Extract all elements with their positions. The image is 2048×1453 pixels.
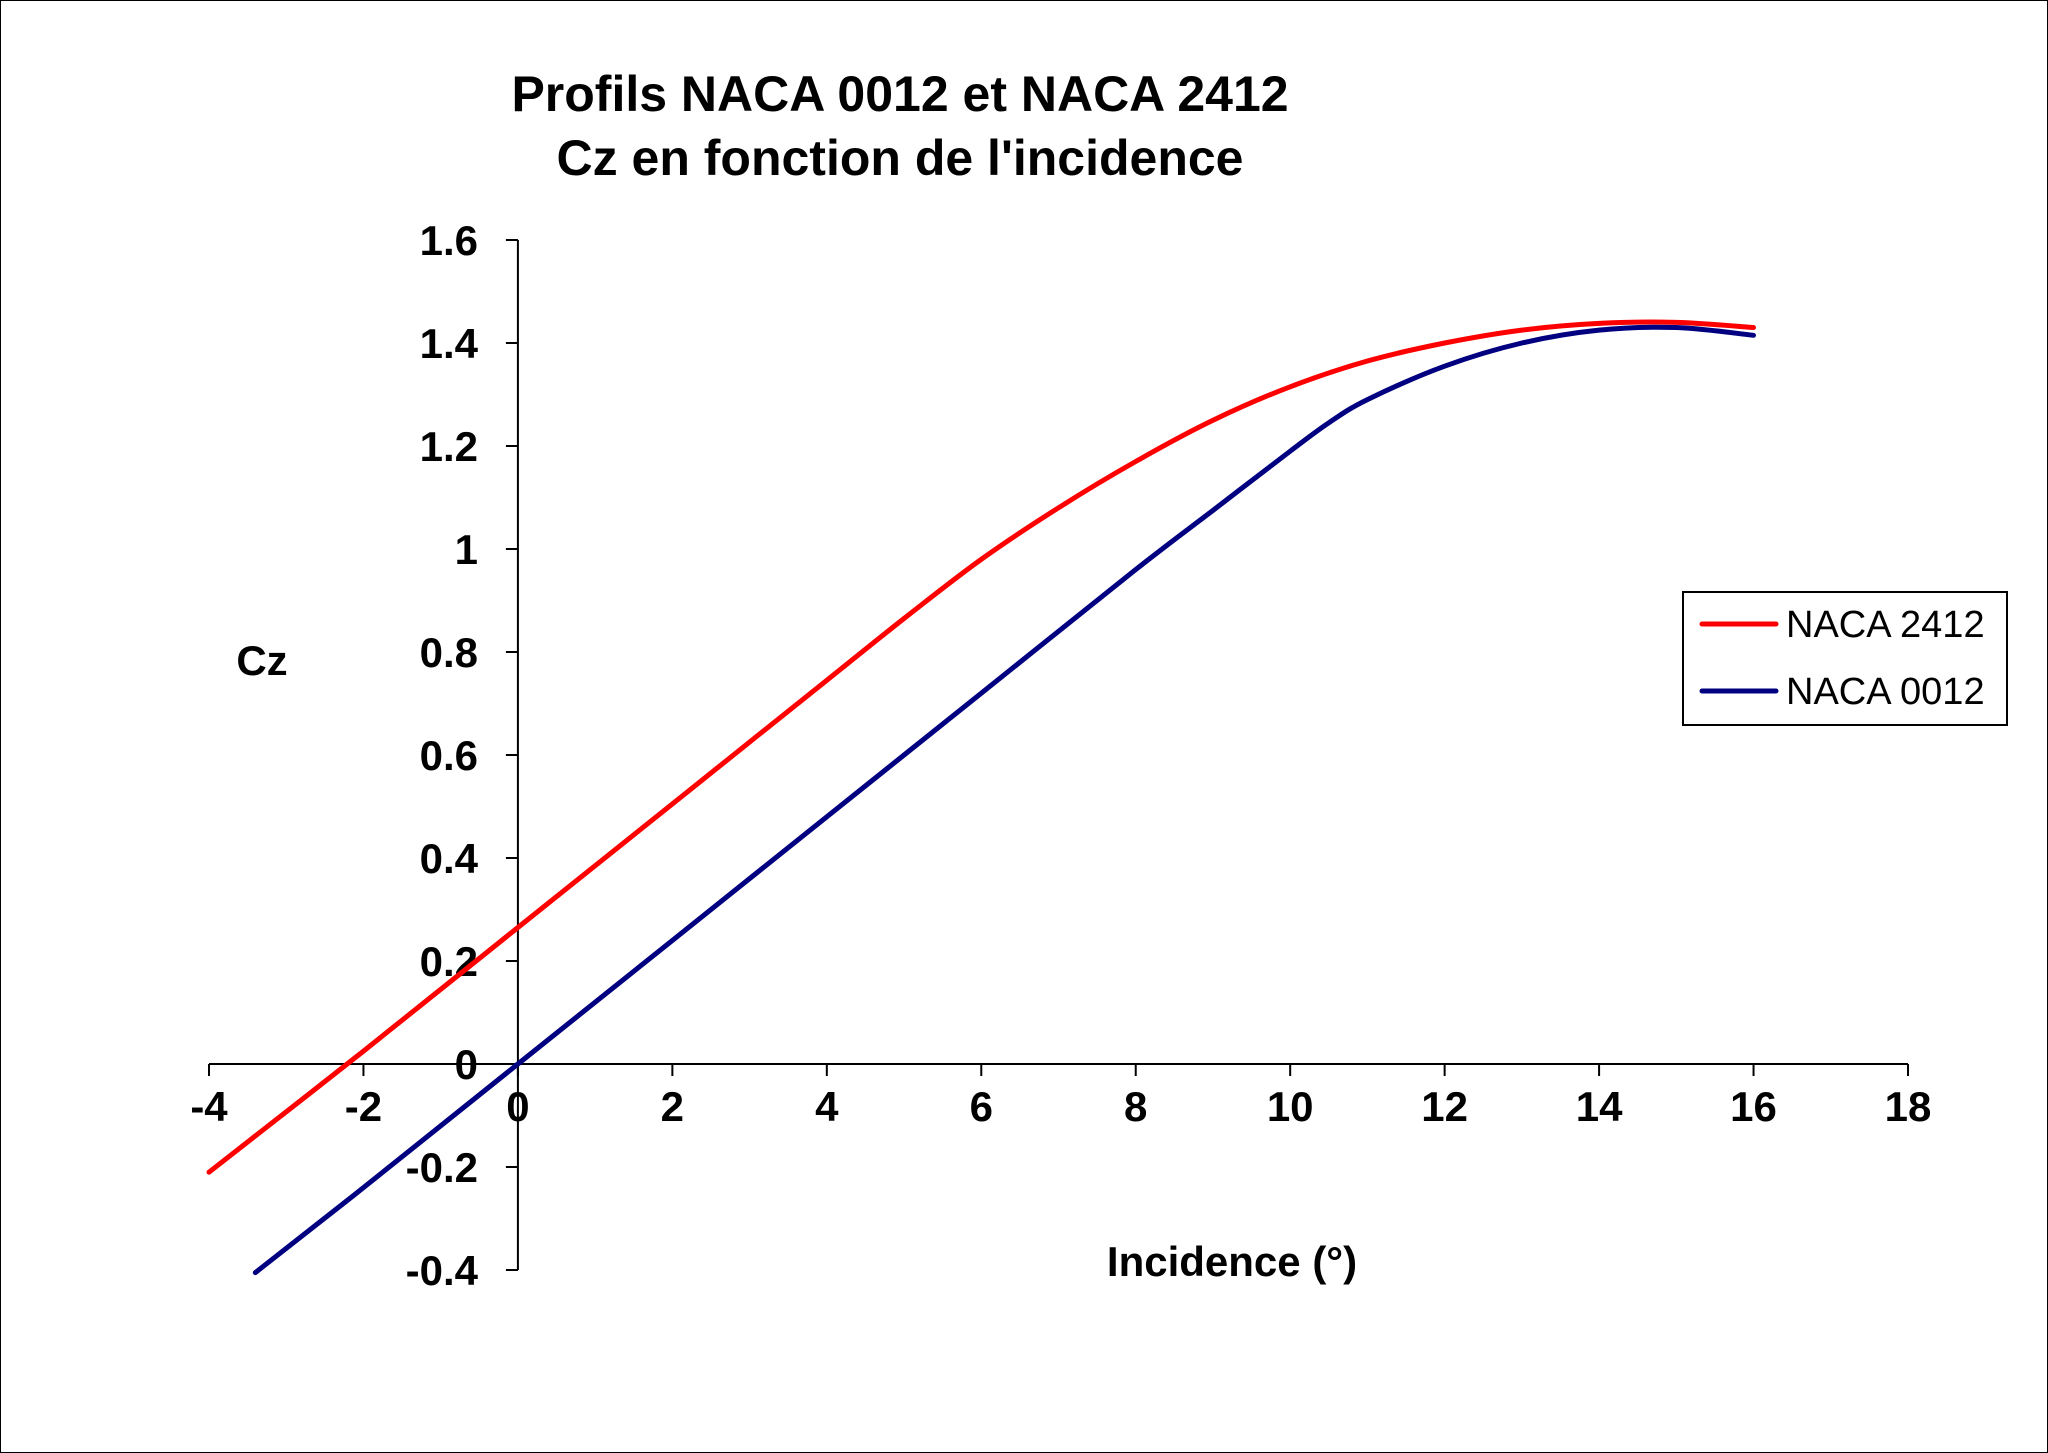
legend-label: NACA 0012: [1786, 671, 1985, 713]
legend-box: [1682, 591, 2008, 726]
legend: NACA 2412 NACA 0012: [1682, 591, 2008, 726]
x-tick-label: 6: [970, 1083, 993, 1130]
x-tick-label: 8: [1124, 1083, 1147, 1130]
y-tick-label: -0.4: [406, 1247, 479, 1294]
chart-subtitle: Cz en fonction de l'incidence: [557, 130, 1244, 186]
axes: [208, 239, 1909, 1271]
y-tick-labels: 1.6 1.4 1.2 1 0.8 0.6 0.4 0.2 0 -0.2 -0.4: [406, 217, 479, 1294]
x-tick-label: 18: [1885, 1083, 1932, 1130]
x-tick-label: 16: [1730, 1083, 1777, 1130]
x-tick-label: -2: [345, 1083, 382, 1130]
y-tick-label: -0.2: [406, 1144, 478, 1191]
series-line-naca-2412: [206, 319, 1756, 1175]
y-tick-label: 1.4: [420, 320, 479, 367]
x-tick-label: 14: [1576, 1083, 1623, 1130]
y-tick-label: 0.2: [420, 938, 478, 985]
series-line-naca-0012: [252, 324, 1756, 1276]
x-tick-label: -4: [190, 1083, 228, 1130]
x-axis-label: Incidence (°): [1107, 1238, 1357, 1285]
x-tick-label: 0: [506, 1083, 529, 1130]
y-tick-label: 1.6: [420, 217, 478, 264]
y-axis-label: Cz: [236, 637, 287, 684]
chart-title: Profils NACA 0012 et NACA 2412: [511, 66, 1288, 122]
y-tick-label: 0: [455, 1041, 478, 1088]
x-tick-labels: -4 -2 0 2 4 6 8 10 12 14 16 18: [190, 1083, 1931, 1130]
y-tick-label: 1: [455, 526, 478, 573]
x-tick-label: 12: [1421, 1083, 1468, 1130]
y-tick-label: 0.6: [420, 732, 478, 779]
x-tick-label: 4: [815, 1083, 839, 1130]
y-tick-label: 1.2: [420, 423, 478, 470]
x-tick-label: 10: [1267, 1083, 1314, 1130]
series-lines: [206, 319, 1756, 1276]
x-tick-label: 2: [661, 1083, 684, 1130]
y-tick-label: 0.8: [420, 629, 478, 676]
y-tick-label: 0.4: [420, 835, 479, 882]
legend-label: NACA 2412: [1786, 604, 1985, 646]
